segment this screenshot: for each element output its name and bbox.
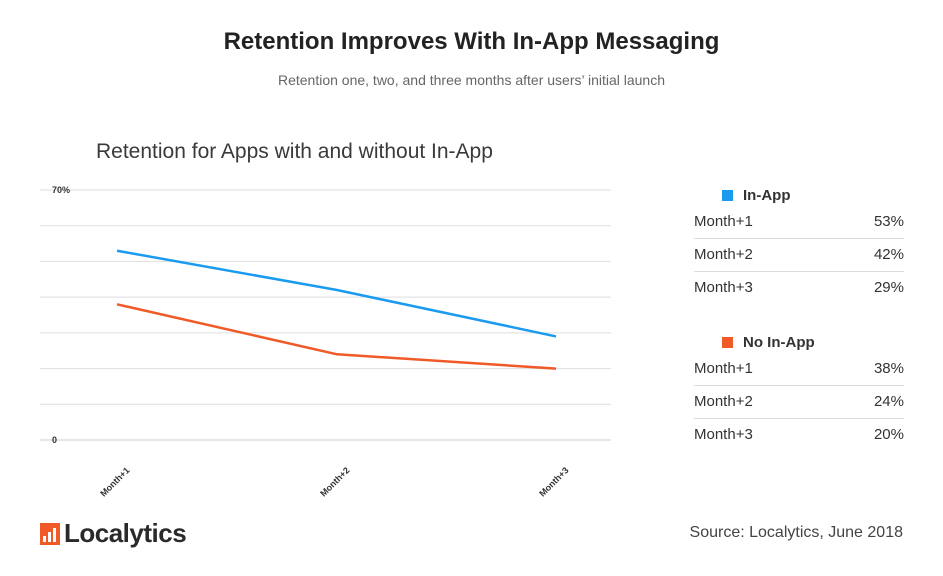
x-tick-label: Month+1 [98, 465, 131, 498]
legend-row: Month+1 53% [694, 206, 904, 239]
y-tick-label: 0 [52, 435, 57, 445]
legend-row-label: Month+3 [694, 279, 753, 296]
legend-swatch-no-in-app [722, 336, 733, 348]
legend-row-label: Month+2 [694, 246, 753, 263]
legend-swatch-in-app [722, 189, 733, 201]
series-line-no-in-app [116, 303, 557, 370]
retention-line-chart: 0 70% Month+1 Month+2 Month+3 [40, 185, 611, 499]
legend-header-no-in-app: No In-App [722, 331, 904, 353]
legend-label-in-app: In-App [743, 186, 791, 204]
legend-row: Month+3 29% [694, 272, 904, 304]
legend-row-value: 20% [873, 426, 904, 443]
legend-row: Month+1 38% [694, 353, 904, 386]
legend-label-no-in-app: No In-App [743, 333, 815, 351]
legend-header-in-app: In-App [722, 184, 904, 206]
legend-row: Month+3 20% [694, 419, 904, 451]
legend-row-label: Month+1 [694, 213, 753, 230]
page-title: Retention Improves With In-App Messaging [223, 28, 720, 55]
source-note: Source: Localytics, June 2018 [689, 524, 903, 541]
legend-row-value: 42% [873, 246, 904, 263]
legend-row-label: Month+1 [694, 360, 753, 377]
legend-row-label: Month+3 [694, 426, 753, 443]
logo-text: Localytics [64, 518, 187, 548]
legend-row-value: 24% [873, 393, 904, 410]
x-tick-label: Month+3 [537, 465, 570, 498]
chart-title: Retention for Apps with and without In-A… [96, 140, 493, 163]
legend-row-value: 53% [873, 213, 904, 230]
y-tick-label: 70% [52, 185, 70, 195]
localytics-logo-icon [40, 522, 60, 545]
page-subtitle: Retention one, two, and three months aft… [277, 72, 666, 88]
localytics-logo: Localytics [40, 518, 187, 549]
legend-group-no-in-app: No In-App Month+1 38% Month+2 24% Month+… [694, 331, 904, 451]
legend-row: Month+2 24% [694, 386, 904, 419]
x-tick-label: Month+2 [318, 465, 351, 498]
legend-row: Month+2 42% [694, 239, 904, 272]
legend-group-in-app: In-App Month+1 53% Month+2 42% Month+3 2… [694, 184, 904, 304]
legend-row-value: 38% [873, 360, 904, 377]
legend-row-value: 29% [873, 279, 904, 296]
series-line-in-app [116, 249, 557, 338]
legend-row-label: Month+2 [694, 393, 753, 410]
